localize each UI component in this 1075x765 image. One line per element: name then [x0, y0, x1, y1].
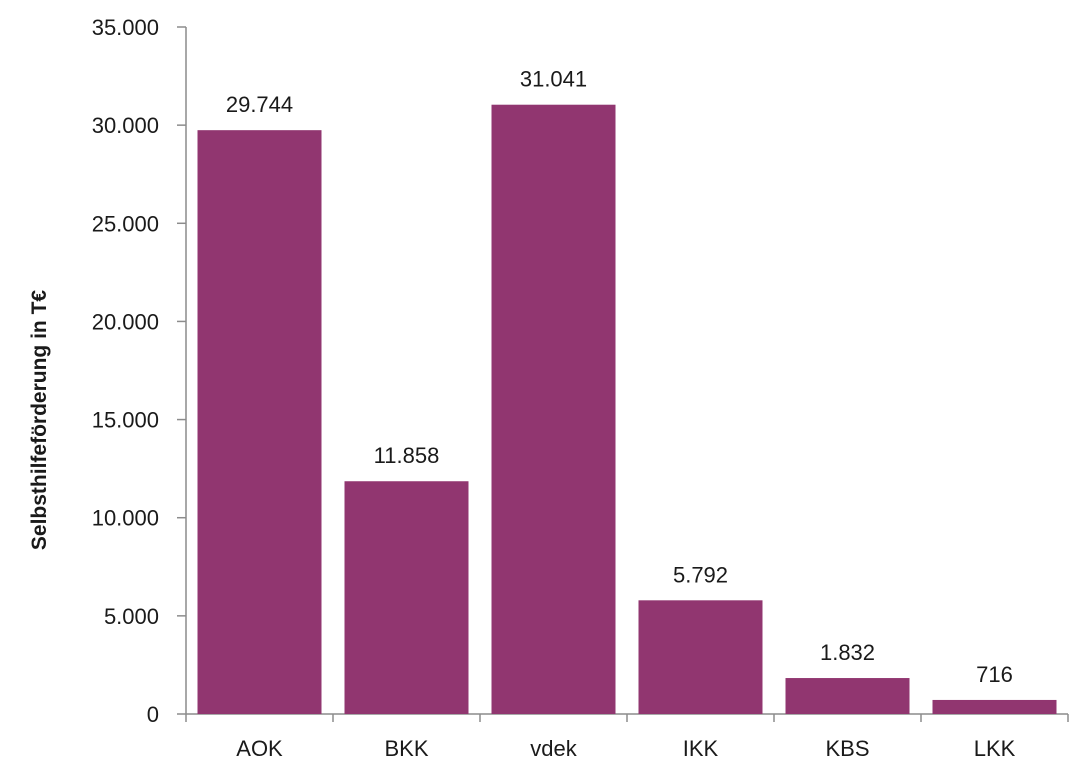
- y-tick-label: 15.000: [92, 408, 159, 433]
- bar-aok: [197, 130, 322, 714]
- bar-ikk: [638, 600, 763, 714]
- bar-kbs: [785, 678, 910, 714]
- data-label-aok: 29.744: [226, 92, 293, 117]
- bar-lkk: [932, 699, 1057, 714]
- x-tick-label-lkk: LKK: [974, 736, 1016, 761]
- x-tick-label-kbs: KBS: [825, 736, 869, 761]
- data-labels: 29.744 11.858 31.041 5.792 1.832 716: [226, 67, 1013, 687]
- y-tick-label: 10.000: [92, 506, 159, 531]
- x-tick-label-vdek: vdek: [530, 736, 577, 761]
- y-tick-label: 20.000: [92, 309, 159, 334]
- x-tick-label-aok: AOK: [236, 736, 283, 761]
- data-label-lkk: 716: [976, 662, 1013, 687]
- data-label-kbs: 1.832: [820, 640, 875, 665]
- data-label-vdek: 31.041: [520, 67, 587, 92]
- data-label-ikk: 5.792: [673, 562, 728, 587]
- y-tick-label: 35.000: [92, 15, 159, 40]
- x-tick-label-ikk: IKK: [683, 736, 719, 761]
- x-axis: AOK BKK vdek IKK KBS LKK: [185, 713, 1069, 761]
- y-axis-title: Selbsthilfeförderung in T€: [28, 290, 51, 551]
- y-tick-label: 0: [147, 702, 159, 727]
- y-tick-label: 30.000: [92, 113, 159, 138]
- x-tick-label-bkk: BKK: [384, 736, 428, 761]
- bar-vdek: [491, 104, 616, 714]
- data-label-bkk: 11.858: [374, 443, 440, 468]
- y-axis: 0 5.000 10.000 15.000 20.000 25.000 30.000 35.0…: [92, 15, 187, 727]
- y-tick-label: 5.000: [104, 604, 159, 629]
- bar-bkk: [344, 481, 469, 714]
- bars: [197, 104, 1057, 714]
- y-tick-label: 25.000: [92, 211, 159, 236]
